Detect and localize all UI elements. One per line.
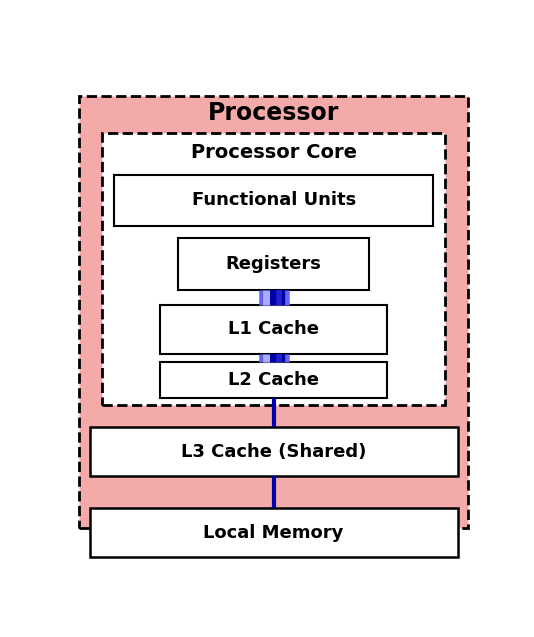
Text: L1 Cache: L1 Cache (228, 320, 319, 338)
FancyBboxPatch shape (160, 304, 388, 354)
Text: Processor Core: Processor Core (191, 143, 357, 162)
Text: Functional Units: Functional Units (192, 191, 356, 210)
Text: L3 Cache (Shared): L3 Cache (Shared) (181, 443, 366, 461)
FancyBboxPatch shape (160, 362, 388, 397)
FancyBboxPatch shape (90, 508, 458, 557)
FancyBboxPatch shape (114, 175, 433, 226)
Text: Processor: Processor (208, 101, 340, 125)
FancyBboxPatch shape (79, 96, 468, 527)
Text: Registers: Registers (226, 255, 321, 273)
Text: Local Memory: Local Memory (203, 524, 344, 541)
FancyBboxPatch shape (90, 427, 458, 476)
FancyBboxPatch shape (178, 238, 369, 290)
FancyBboxPatch shape (102, 133, 445, 405)
Text: L2 Cache: L2 Cache (228, 371, 319, 389)
